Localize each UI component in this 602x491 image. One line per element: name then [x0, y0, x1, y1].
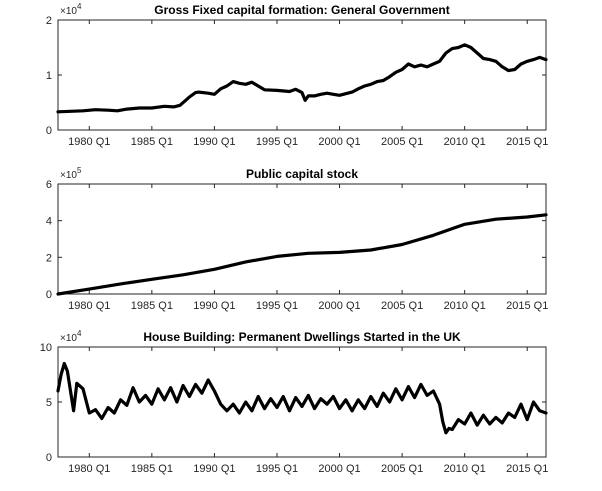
x-tick-label: 2015 Q1 — [506, 300, 548, 312]
x-tick-label: 1990 Q1 — [193, 463, 235, 475]
x-tick-label: 1985 Q1 — [131, 136, 173, 148]
chart-panel-gross-fixed-capital-formation: Gross Fixed capital formation: General G… — [46, 2, 548, 148]
y-tick-label: 0 — [46, 289, 52, 301]
x-tick-label: 2000 Q1 — [318, 136, 360, 148]
x-tick-label: 2010 Q1 — [444, 463, 486, 475]
y-tick-label: 2 — [46, 15, 52, 27]
y-tick-label: 1 — [46, 70, 52, 82]
x-tick-label: 1980 Q1 — [68, 300, 110, 312]
series-line — [56, 43, 548, 114]
chart-title: Public capital stock — [246, 167, 358, 181]
axes-frame — [57, 346, 547, 458]
x-tick-label: 2005 Q1 — [381, 300, 423, 312]
x-tick-label: 1990 Q1 — [193, 300, 235, 312]
y-tick-label: 5 — [46, 397, 52, 409]
series-line — [56, 361, 548, 435]
chart-title: House Building: Permanent Dwellings Star… — [143, 330, 461, 344]
x-tick-label: 1980 Q1 — [68, 463, 110, 475]
y-axis-multiplier-base: ×10 — [60, 6, 77, 17]
y-axis-multiplier: ×104 — [60, 2, 82, 17]
chart-panel-house-building: House Building: Permanent Dwellings Star… — [40, 329, 549, 475]
y-tick-label: 0 — [46, 452, 52, 464]
x-tick-label: 2015 Q1 — [506, 463, 548, 475]
x-tick-label: 1985 Q1 — [131, 463, 173, 475]
y-tick-label: 0 — [46, 125, 52, 137]
x-tick-label: 1995 Q1 — [256, 463, 298, 475]
chart-title: Gross Fixed capital formation: General G… — [154, 3, 449, 17]
x-tick-label: 2010 Q1 — [444, 136, 486, 148]
y-tick-label: 4 — [46, 216, 52, 228]
x-tick-label: 1995 Q1 — [256, 300, 298, 312]
y-axis-multiplier-base: ×10 — [60, 333, 77, 344]
x-tick-label: 2000 Q1 — [318, 300, 360, 312]
y-tick-label: 2 — [46, 252, 52, 264]
x-tick-label: 2015 Q1 — [506, 136, 548, 148]
y-tick-label: 10 — [40, 342, 52, 354]
chart-panel-public-capital-stock: Public capital stock ×105 0 2 4 6 1980 Q1 1985 … — [46, 166, 548, 312]
x-tick-label: 1985 Q1 — [131, 300, 173, 312]
series-line — [56, 213, 548, 296]
x-tick-label: 1980 Q1 — [68, 136, 110, 148]
x-tick-label: 1990 Q1 — [193, 136, 235, 148]
x-tick-label: 2005 Q1 — [381, 463, 423, 475]
y-tick-label: 6 — [46, 179, 52, 191]
axes-frame — [57, 19, 547, 131]
axes-frame — [57, 183, 547, 295]
y-axis-multiplier-exponent: 4 — [77, 2, 82, 11]
x-tick-label: 2010 Q1 — [444, 300, 486, 312]
x-tick-label: 1995 Q1 — [256, 136, 298, 148]
y-axis-multiplier-exponent: 4 — [77, 329, 82, 338]
y-axis-multiplier: ×105 — [60, 166, 82, 181]
y-axis-multiplier-base: ×10 — [60, 170, 77, 181]
x-tick-label: 2005 Q1 — [381, 136, 423, 148]
x-tick-label: 2000 Q1 — [318, 463, 360, 475]
y-axis-multiplier-exponent: 5 — [77, 166, 82, 175]
y-axis-multiplier: ×104 — [60, 329, 82, 344]
